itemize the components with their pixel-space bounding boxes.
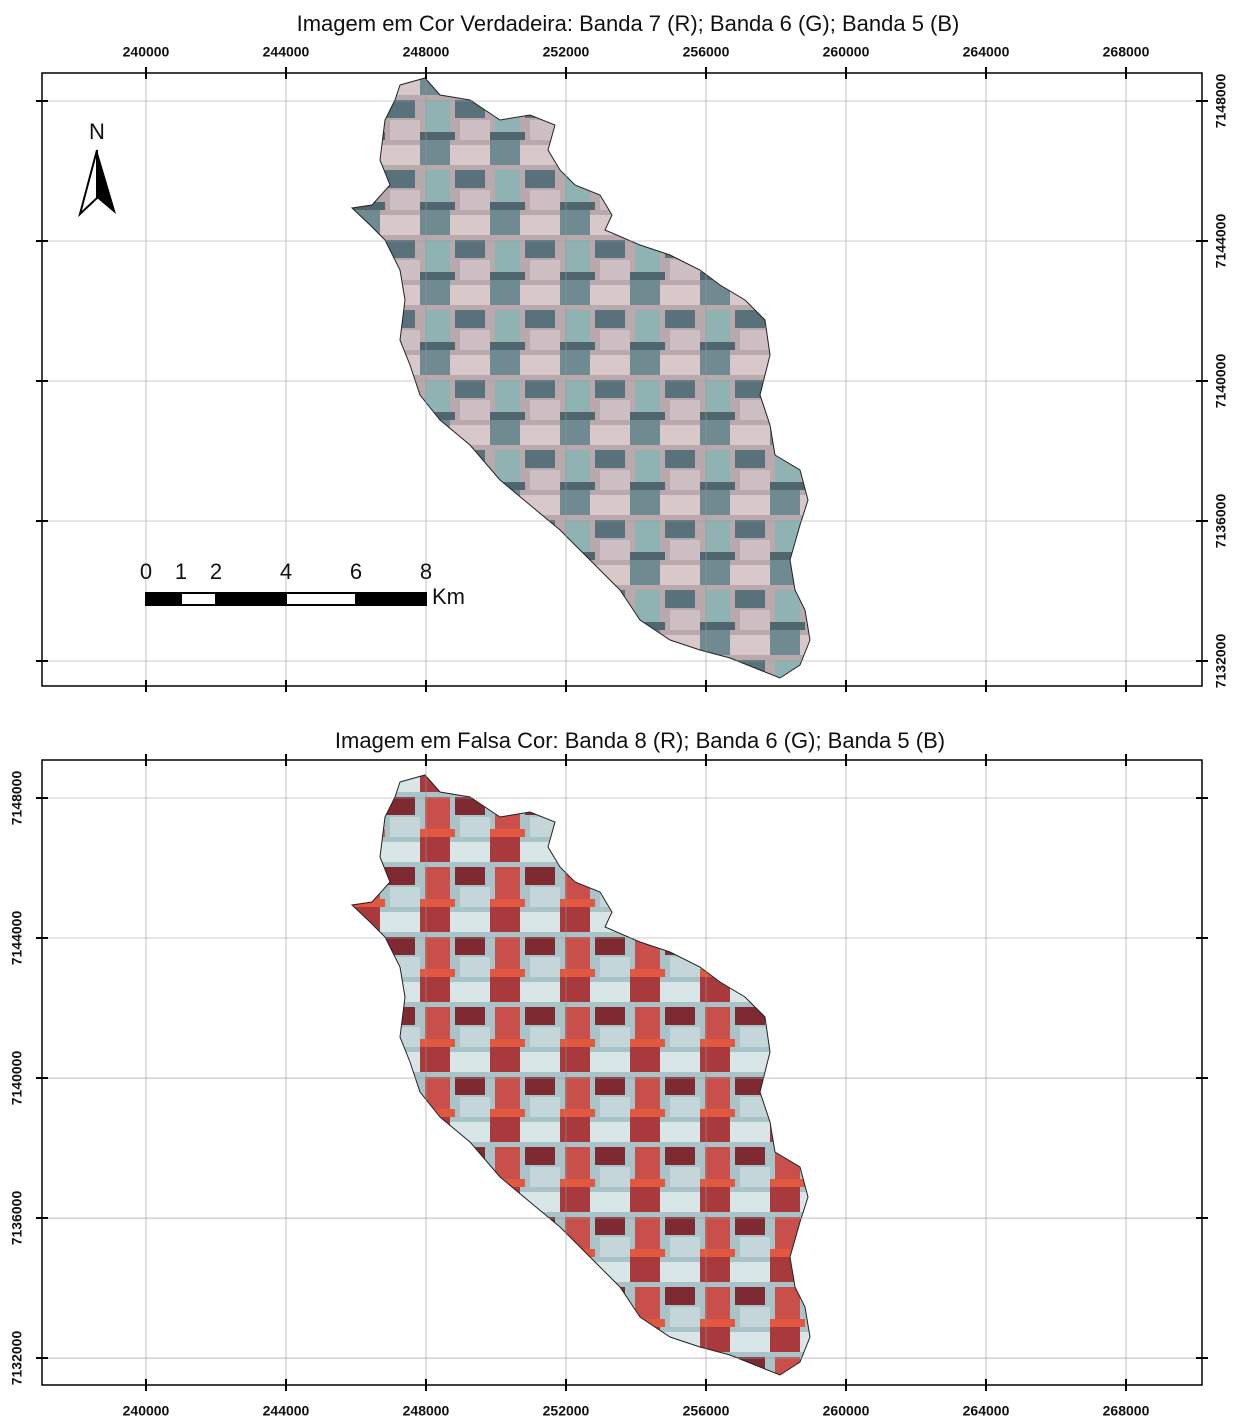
- y-tick-label: 7136000: [1213, 494, 1229, 549]
- x-tick-label: 248000: [403, 1403, 450, 1419]
- y-tick-label: 7136000: [9, 1191, 25, 1246]
- north-arrow-right: [97, 150, 116, 214]
- y-tick-label: 7132000: [9, 1331, 25, 1386]
- x-tick-label: 268000: [1103, 44, 1150, 60]
- scale-bar-unit: Km: [432, 584, 465, 609]
- x-tick-label: 256000: [683, 44, 730, 60]
- x-tick-label: 252000: [543, 1403, 590, 1419]
- scale-bar-segment: [180, 592, 218, 606]
- y-tick-label: 7140000: [9, 1051, 25, 1106]
- scale-bar-label: 4: [280, 559, 292, 584]
- north-arrow: N: [78, 119, 116, 218]
- x-tick-label: 244000: [263, 44, 310, 60]
- scale-bar-label: 0: [140, 559, 152, 584]
- scale-bar-label: 6: [350, 559, 362, 584]
- scale-bar-segment: [355, 592, 428, 606]
- x-tick-label: 256000: [683, 1403, 730, 1419]
- y-tick-label: 7144000: [9, 911, 25, 966]
- x-tick-label: 244000: [263, 1403, 310, 1419]
- scale-bar-segment: [285, 592, 358, 606]
- scale-bar-segment: [145, 592, 183, 606]
- y-tick-label: 7132000: [1213, 634, 1229, 689]
- x-tick-label: 260000: [823, 1403, 870, 1419]
- x-tick-label: 264000: [963, 44, 1010, 60]
- x-tick-label: 264000: [963, 1403, 1010, 1419]
- north-arrow-left: [78, 149, 98, 218]
- x-tick-label: 252000: [543, 44, 590, 60]
- scale-bar-label: 8: [420, 559, 432, 584]
- scale-bar-label: 1: [175, 559, 187, 584]
- x-tick-label: 248000: [403, 44, 450, 60]
- map-title: Imagem em Falsa Cor: Banda 8 (R); Banda …: [335, 728, 945, 753]
- x-tick-label: 240000: [123, 1403, 170, 1419]
- watershed-true-color: [351, 77, 811, 679]
- map-layer: 240000 244000 248000 252000 256000 260000 2640…: [9, 44, 1229, 1419]
- x-tick-label: 268000: [1103, 1403, 1150, 1419]
- x-tick-label: 240000: [123, 44, 170, 60]
- y-tick-label: 7148000: [1213, 74, 1229, 129]
- map-frame: [41, 759, 1203, 1386]
- north-label: N: [89, 119, 105, 144]
- scale-bar-segment: [215, 592, 288, 606]
- watershed-false-color: [351, 774, 811, 1376]
- x-tick-label: 260000: [823, 44, 870, 60]
- y-tick-label: 7148000: [9, 771, 25, 826]
- y-tick-label: 7144000: [1213, 214, 1229, 269]
- map-frame: [41, 72, 1203, 687]
- map-title: Imagem em Cor Verdadeira: Banda 7 (R); B…: [297, 11, 960, 36]
- watershed-false-color-group: [351, 774, 811, 1376]
- scale-bar-label: 2: [210, 559, 222, 584]
- y-tick-label: 7140000: [1213, 354, 1229, 409]
